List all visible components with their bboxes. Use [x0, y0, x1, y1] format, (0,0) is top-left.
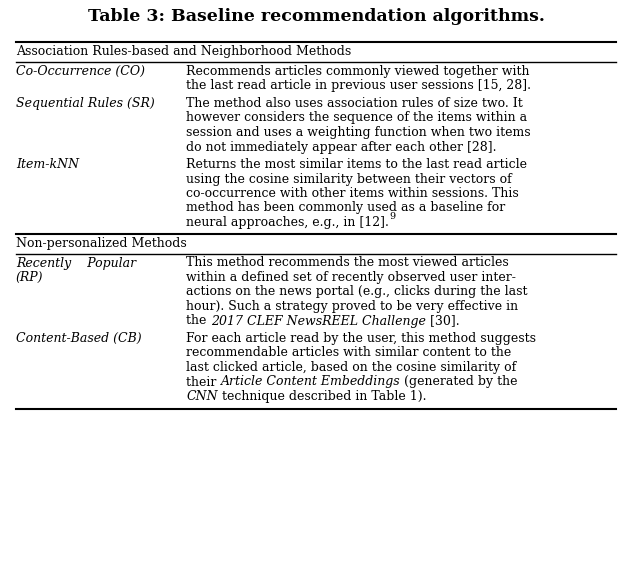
Text: recommendable articles with similar content to the: recommendable articles with similar cont…	[186, 346, 512, 359]
Text: session and uses a weighting function when two items: session and uses a weighting function wh…	[186, 126, 531, 139]
Text: Article Content Embeddings: Article Content Embeddings	[221, 376, 401, 389]
Text: actions on the news portal (e.g., clicks during the last: actions on the news portal (e.g., clicks…	[186, 285, 528, 298]
Text: Returns the most similar items to the last read article: Returns the most similar items to the la…	[186, 158, 528, 171]
Text: last clicked article, based on the cosine similarity of: last clicked article, based on the cosin…	[186, 361, 517, 374]
Text: do not immediately appear after each other [28].: do not immediately appear after each oth…	[186, 140, 497, 153]
Text: the: the	[186, 315, 211, 328]
Text: Table 3: Baseline recommendation algorithms.: Table 3: Baseline recommendation algorit…	[88, 8, 544, 25]
Text: neural approaches, e.g., in [12].: neural approaches, e.g., in [12].	[186, 216, 389, 229]
Text: (generated by the: (generated by the	[401, 376, 518, 389]
Text: Item-kNN: Item-kNN	[16, 158, 79, 171]
Text: (RP): (RP)	[16, 271, 44, 284]
Text: the last read article in previous user sessions [15, 28].: the last read article in previous user s…	[186, 80, 532, 92]
Text: For each article read by the user, this method suggests: For each article read by the user, this …	[186, 332, 537, 345]
Text: The method also uses association rules of size two. It: The method also uses association rules o…	[186, 97, 523, 110]
Text: Association Rules-based and Neighborhood Methods: Association Rules-based and Neighborhood…	[16, 45, 351, 58]
Text: Recently    Popular: Recently Popular	[16, 257, 136, 270]
Text: using the cosine similarity between their vectors of: using the cosine similarity between thei…	[186, 173, 512, 186]
Text: 9: 9	[389, 212, 396, 221]
Text: hour). Such a strategy proved to be very effective in: hour). Such a strategy proved to be very…	[186, 300, 519, 313]
Text: co-occurrence with other items within sessions. This: co-occurrence with other items within se…	[186, 187, 520, 200]
Text: Recommends articles commonly viewed together with: Recommends articles commonly viewed toge…	[186, 65, 530, 78]
Text: CNN: CNN	[186, 390, 218, 403]
Text: method has been commonly used as a baseline for: method has been commonly used as a basel…	[186, 201, 506, 214]
Text: This method recommends the most viewed articles: This method recommends the most viewed a…	[186, 257, 509, 270]
Text: their: their	[186, 376, 221, 389]
Text: 2017 CLEF NewsREEL Challenge: 2017 CLEF NewsREEL Challenge	[211, 315, 426, 328]
Text: within a defined set of recently observed user inter-: within a defined set of recently observe…	[186, 271, 516, 284]
Text: [30].: [30].	[426, 315, 459, 328]
Text: technique described in Table 1).: technique described in Table 1).	[218, 390, 427, 403]
Text: however considers the sequence of the items within a: however considers the sequence of the it…	[186, 112, 528, 125]
Text: Co-Occurrence (CO): Co-Occurrence (CO)	[16, 65, 145, 78]
Text: Content-Based (CB): Content-Based (CB)	[16, 332, 142, 345]
Text: Sequential Rules (SR): Sequential Rules (SR)	[16, 97, 155, 110]
Text: Non-personalized Methods: Non-personalized Methods	[16, 236, 186, 249]
